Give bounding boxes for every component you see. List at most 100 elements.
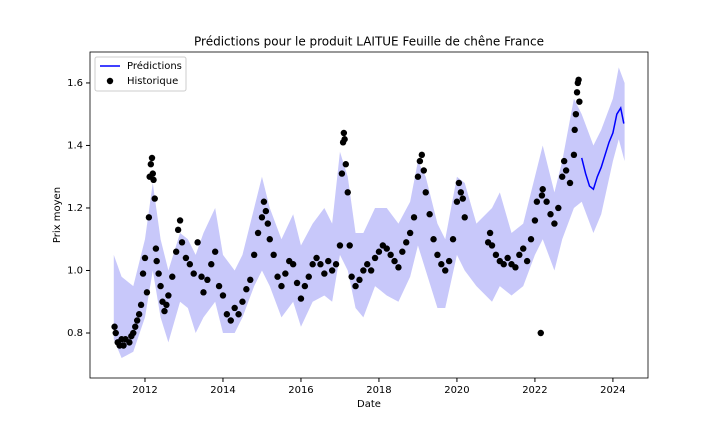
history-point [559,173,566,180]
history-point [260,198,268,205]
history-point [332,261,340,268]
history-point [422,189,429,196]
history-point [461,214,468,221]
history-point [438,261,445,268]
history-point [157,282,164,290]
history-point [270,251,277,259]
history-point [420,167,427,174]
history-point [301,282,309,290]
history-point [348,273,355,280]
history-point [297,295,305,302]
history-point [143,289,151,296]
history-point [371,254,379,262]
history-point [572,110,580,118]
x-axis-label: Date [357,399,381,410]
history-point [342,161,349,168]
history-point [538,192,546,199]
history-point [163,301,170,309]
history-point [344,189,351,196]
x-tick-label: 2024 [600,385,625,396]
history-point [560,157,568,165]
history-point [457,189,465,196]
history-point [235,311,242,318]
history-point [204,276,211,284]
y-axis-label: Prix moyen [52,187,63,243]
legend-label: Prédictions [127,60,182,72]
x-tick-label: 2016 [288,385,313,396]
history-point [258,214,266,221]
history-point [459,195,466,202]
history-point [149,170,156,177]
history-point [321,270,328,277]
history-point [215,282,223,290]
history-point [152,245,160,252]
history-point [178,239,186,246]
history-point [391,257,398,265]
history-point [336,242,344,249]
history-point [338,170,346,177]
history-point [488,242,496,249]
history-point [360,267,367,274]
history-point [434,251,441,259]
uncertainty-band [113,67,625,358]
y-tick-label: 1.4 [67,140,83,151]
history-point [145,214,153,221]
x-tick-label: 2020 [444,385,469,396]
history-point [426,211,433,218]
y-tick-label: 1.6 [67,78,83,89]
history-point [264,220,272,227]
history-point [169,273,176,280]
history-point [455,179,463,187]
history-point [200,289,207,296]
history-point [387,251,394,259]
history-point [367,267,375,274]
history-point [543,198,550,205]
history-point [182,254,190,262]
history-point [570,151,578,159]
history-point [151,195,158,202]
history-point [208,261,215,268]
history-point [153,257,160,265]
x-tick-label: 2014 [210,385,235,396]
history-point [172,248,180,255]
history-point [112,329,119,337]
history-point [132,323,139,330]
legend-label: Historique [127,76,178,87]
history-point [512,264,519,271]
history-point [416,157,424,165]
history-point [262,207,270,215]
history-point [533,198,541,205]
history-point [325,257,332,265]
history-point [278,282,285,290]
prediction-line [580,105,625,191]
history-point [176,217,184,224]
history-point [453,198,461,205]
history-point [126,339,133,346]
history-point [486,229,494,237]
history-point [147,161,155,168]
history-point [575,76,582,84]
history-point [492,251,500,259]
history-point [139,270,147,277]
history-point [364,261,371,268]
history-point [274,273,281,280]
history-point [356,276,363,284]
history-point [194,239,201,246]
history-point [148,154,156,162]
y-tick-label: 1.2 [67,203,83,214]
history-point [399,248,406,255]
history-point [537,329,544,337]
history-point [190,270,197,277]
history-point [352,282,359,290]
history-point [161,307,168,315]
history-point [551,220,558,227]
history-point [346,242,353,249]
history-point [555,204,562,212]
history-point [562,167,570,174]
history-point [141,254,149,262]
history-point [250,251,258,259]
history-point [155,270,162,277]
history-point [576,98,583,105]
history-point [531,217,539,224]
